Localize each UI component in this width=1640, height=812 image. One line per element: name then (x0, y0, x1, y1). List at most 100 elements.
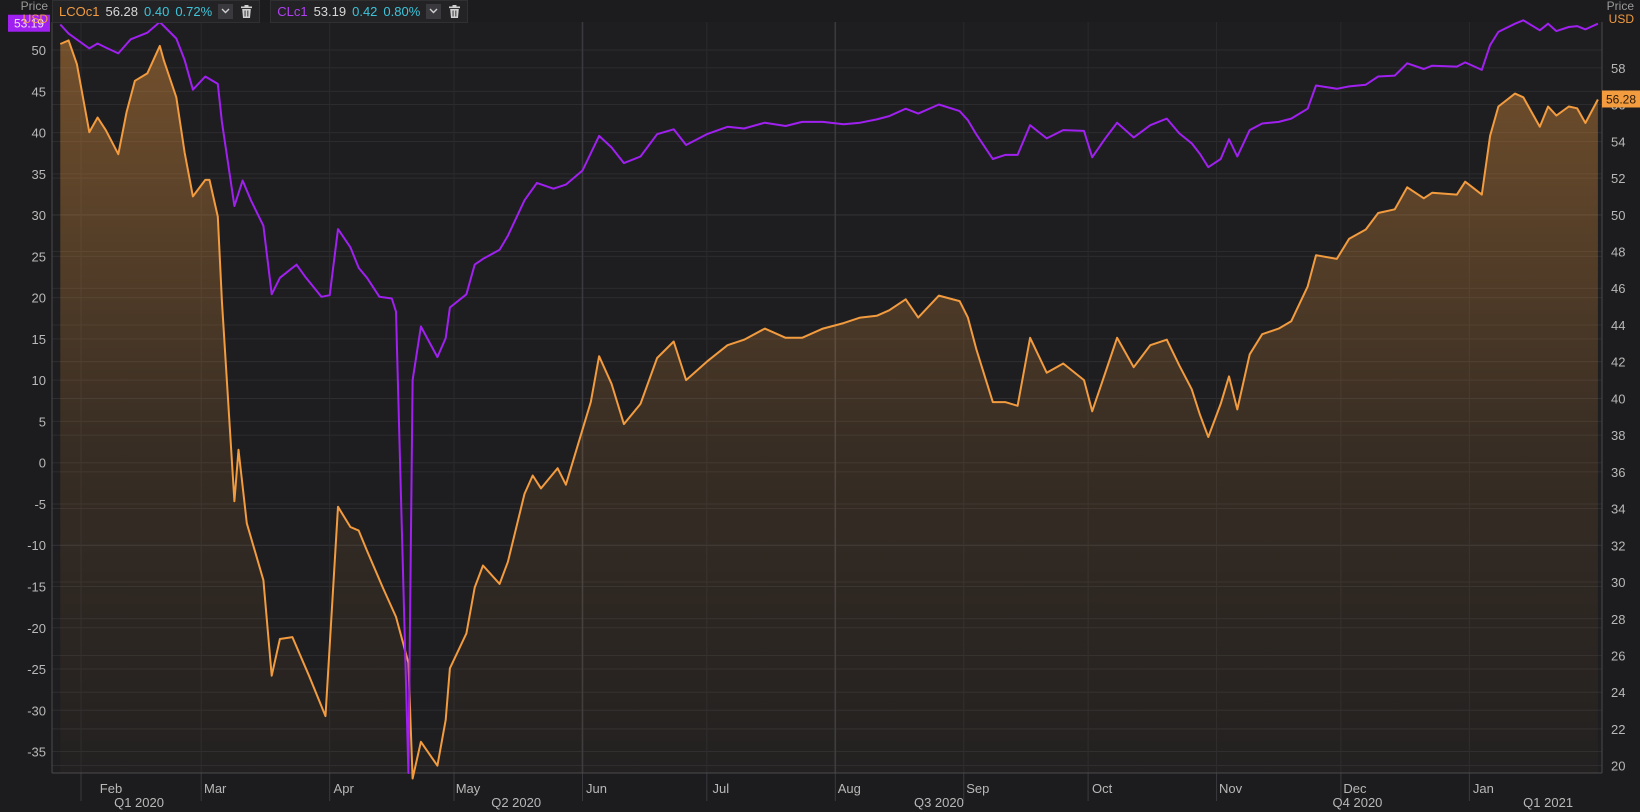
data-point-clc1 (1463, 60, 1468, 65)
series-line-clc1 (59, 19, 1599, 774)
data-point-lcoc1 (261, 578, 266, 583)
data-point-clc1 (1164, 116, 1169, 121)
data-point-clc1 (215, 81, 220, 86)
data-point-clc1 (1546, 21, 1551, 26)
data-point-lcoc1 (1305, 284, 1310, 289)
data-point-clc1 (269, 292, 274, 297)
data-point-clc1 (1347, 84, 1352, 89)
left-y-tick-label: 30 (32, 208, 46, 223)
right-y-tick-label: 24 (1611, 685, 1625, 700)
data-point-clc1 (1247, 128, 1252, 133)
legend-ric-lcoc1[interactable]: LCOc1 (59, 3, 100, 19)
data-point-clc1 (443, 336, 448, 341)
data-point-clc1 (1198, 152, 1203, 157)
legend-change-clc1: 0.42 (352, 3, 378, 19)
data-point-clc1 (389, 296, 394, 301)
data-point-clc1 (1554, 29, 1559, 34)
right-y-tick-label: 52 (1611, 171, 1625, 186)
data-point-clc1 (365, 275, 370, 280)
x-tick-label: Feb (100, 781, 122, 796)
data-point-clc1 (232, 204, 237, 209)
left-y-tick-label: 40 (32, 126, 46, 141)
data-point-clc1 (203, 74, 208, 79)
data-point-clc1 (1015, 152, 1020, 157)
quarter-tick-label: Q2 2020 (491, 795, 541, 810)
data-point-clc1 (1454, 64, 1459, 69)
data-point-lcoc1 (174, 95, 179, 100)
chevron-down-icon[interactable] (218, 3, 234, 19)
left-axis-title-text: Price (20, 0, 48, 13)
right-axis-title-text: Price (1606, 0, 1634, 13)
data-point-lcoc1 (841, 321, 846, 326)
data-point-lcoc1 (232, 499, 237, 504)
data-point-clc1 (534, 180, 539, 185)
data-point-lcoc1 (974, 346, 979, 351)
data-point-lcoc1 (87, 130, 92, 135)
data-point-clc1 (174, 36, 179, 41)
data-point-lcoc1 (66, 38, 71, 43)
trash-icon[interactable] (239, 4, 253, 19)
left-y-tick-label: -5 (34, 497, 46, 512)
right-y-tick-label: 42 (1611, 355, 1625, 370)
data-point-lcoc1 (1028, 335, 1033, 340)
data-point-lcoc1 (704, 359, 709, 364)
data-point-clc1 (418, 324, 423, 329)
data-point-lcoc1 (157, 43, 162, 48)
legend-pct-clc1: 0.80% (383, 3, 421, 19)
right-y-tick-label: 32 (1611, 538, 1625, 553)
data-point-lcoc1 (381, 587, 386, 592)
data-point-lcoc1 (1521, 95, 1526, 100)
data-point-lcoc1 (1566, 104, 1571, 109)
data-point-lcoc1 (1392, 207, 1397, 212)
data-point-clc1 (336, 227, 341, 232)
left-y-tick-label: 10 (32, 373, 46, 388)
legend-change-lcoc1: 0.40 (144, 3, 170, 19)
data-point-clc1 (990, 157, 995, 162)
chevron-down-icon[interactable] (426, 3, 442, 19)
x-tick-label: Mar (204, 781, 227, 796)
left-y-tick-label: -10 (27, 538, 46, 553)
data-point-lcoc1 (505, 559, 510, 564)
last-price-label-clc1: 53.19 (14, 17, 44, 31)
left-y-tick-label: -30 (27, 703, 46, 718)
data-point-lcoc1 (1488, 133, 1493, 138)
trash-icon[interactable] (447, 4, 461, 19)
legend-item-clc1[interactable]: CLc1 53.19 0.42 0.80% (270, 0, 469, 23)
data-point-lcoc1 (530, 473, 535, 478)
data-point-lcoc1 (539, 486, 544, 491)
data-point-clc1 (1566, 25, 1571, 30)
data-point-lcoc1 (95, 115, 100, 120)
legend-ric-clc1[interactable]: CLc1 (277, 3, 308, 19)
data-point-clc1 (1537, 28, 1542, 33)
data-point-clc1 (505, 233, 510, 238)
data-point-lcoc1 (410, 776, 415, 781)
data-point-lcoc1 (124, 110, 129, 115)
data-point-lcoc1 (236, 447, 241, 452)
right-axis-title: Price USD (1590, 0, 1634, 26)
right-y-tick-label: 58 (1611, 61, 1625, 76)
data-point-clc1 (1206, 165, 1211, 170)
data-point-lcoc1 (1227, 374, 1232, 379)
left-y-tick-label: 50 (32, 43, 46, 58)
data-point-lcoc1 (957, 299, 962, 304)
data-point-lcoc1 (472, 585, 477, 590)
data-point-lcoc1 (1235, 407, 1240, 412)
data-point-clc1 (294, 262, 299, 267)
data-point-lcoc1 (1198, 412, 1203, 417)
data-point-clc1 (858, 120, 863, 125)
data-point-lcoc1 (481, 563, 486, 568)
data-point-lcoc1 (936, 293, 941, 298)
legend-item-lcoc1[interactable]: LCOc1 56.28 0.40 0.72% (52, 0, 261, 23)
data-point-lcoc1 (1583, 121, 1588, 126)
data-point-clc1 (1314, 83, 1319, 88)
data-point-lcoc1 (1454, 192, 1459, 197)
data-point-lcoc1 (903, 297, 908, 302)
data-point-lcoc1 (887, 308, 892, 313)
x-tick-label: Apr (334, 781, 355, 796)
data-point-lcoc1 (74, 62, 79, 67)
left-y-tick-label: 20 (32, 291, 46, 306)
data-point-clc1 (1583, 27, 1588, 32)
last-price-tag-clc1 (8, 14, 50, 32)
data-point-lcoc1 (1363, 227, 1368, 232)
